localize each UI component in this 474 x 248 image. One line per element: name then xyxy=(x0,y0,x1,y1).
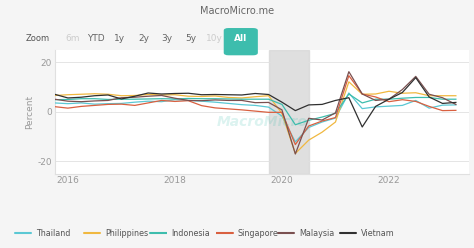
Text: All: All xyxy=(234,34,247,43)
Text: 2y: 2y xyxy=(138,34,149,43)
Text: Philippines: Philippines xyxy=(105,229,148,238)
Text: Thailand: Thailand xyxy=(36,229,71,238)
Text: MacroMicro: MacroMicro xyxy=(217,115,307,128)
Text: 6m: 6m xyxy=(65,34,80,43)
Text: 1y: 1y xyxy=(114,34,126,43)
Text: Malaysia: Malaysia xyxy=(299,229,334,238)
Text: YTD: YTD xyxy=(87,34,105,43)
Text: Vietnam: Vietnam xyxy=(361,229,394,238)
Text: 5y: 5y xyxy=(185,34,197,43)
Text: Singapore: Singapore xyxy=(237,229,278,238)
Text: 10y: 10y xyxy=(206,34,223,43)
Text: Zoom: Zoom xyxy=(26,34,50,43)
Bar xyxy=(269,50,309,174)
Text: MacroMicro.me: MacroMicro.me xyxy=(200,6,274,16)
Text: Indonesia: Indonesia xyxy=(171,229,210,238)
Y-axis label: Percent: Percent xyxy=(25,94,34,129)
Text: 3y: 3y xyxy=(162,34,173,43)
